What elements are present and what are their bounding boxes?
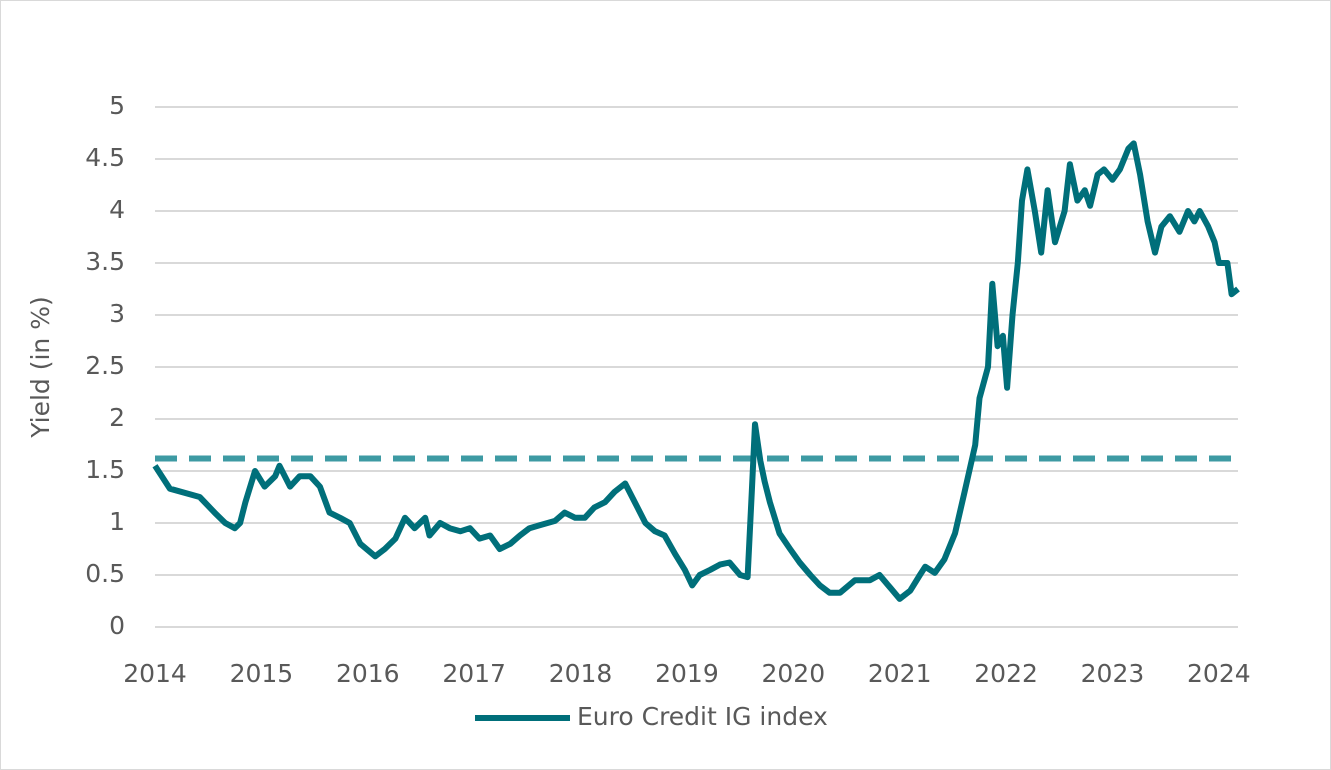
- y-tick-label: 0: [109, 611, 125, 640]
- y-tick-label: 0.5: [85, 559, 125, 588]
- y-tick-label: 1: [109, 507, 125, 536]
- y-tick-label: 1.5: [85, 455, 125, 484]
- y-tick-label: 3.5: [85, 247, 125, 276]
- x-tick-label: 2018: [549, 659, 613, 688]
- x-tick-label: 2019: [655, 659, 719, 688]
- x-tick-label: 2021: [868, 659, 932, 688]
- series-line: [152, 140, 1240, 602]
- y-axis-label: Yield (in %): [26, 296, 55, 438]
- y-tick-label: 3: [109, 299, 125, 328]
- legend-label: Euro Credit IG index: [577, 702, 828, 731]
- x-tick-label: 2020: [761, 659, 825, 688]
- y-tick-label: 4.5: [85, 143, 125, 172]
- x-tick-label: 2016: [336, 659, 400, 688]
- x-tick-label: 2022: [974, 659, 1038, 688]
- y-tick-label: 2: [109, 403, 125, 432]
- y-tick-label: 5: [109, 91, 125, 120]
- y-tick-label: 2.5: [85, 351, 125, 380]
- x-tick-label: 2014: [123, 659, 187, 688]
- x-tick-label: 2023: [1081, 659, 1145, 688]
- x-tick-label: 2017: [442, 659, 506, 688]
- x-tick-label: 2024: [1187, 659, 1251, 688]
- x-tick-label: 2015: [230, 659, 294, 688]
- y-tick-label: 4: [109, 195, 125, 224]
